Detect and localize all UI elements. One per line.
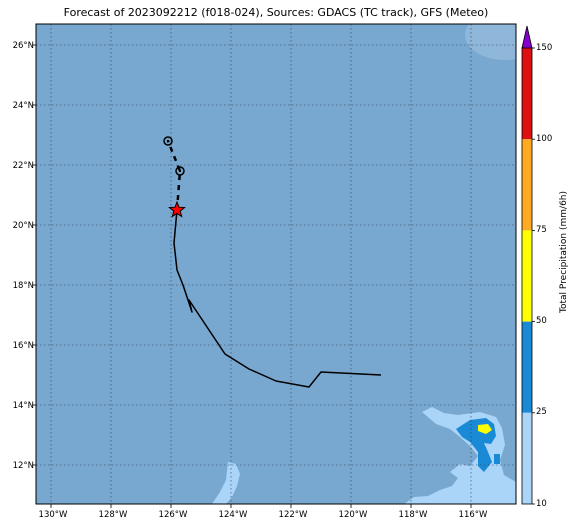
forecast-position-dot [178, 169, 182, 173]
lon-label: 122°W [278, 510, 308, 520]
colorbar-tick-label: 50 [536, 316, 547, 326]
map-title: Forecast of 2023092212 (f018-024), Sourc… [63, 6, 489, 19]
light-haze-area [465, 24, 516, 60]
lon-label: 128°W [98, 510, 128, 520]
ocean-background [36, 24, 516, 504]
forecast-position-markers [163, 136, 185, 176]
colorbar-tick-label: 150 [536, 43, 553, 53]
precip-area-light-blob [490, 486, 506, 498]
current-position-star-marker [168, 200, 186, 218]
gridlines [36, 24, 516, 504]
colorbar-extend-arrow [521, 25, 533, 49]
colorbar-segment-50-75 [522, 230, 532, 322]
colorbar-segment-75-100 [522, 139, 532, 231]
colorbar-tick-label: 100 [536, 134, 553, 144]
precip-area-yellow [478, 424, 492, 434]
lat-label: 18°N [12, 281, 34, 291]
colorbar-segment-10-25 [522, 412, 532, 504]
colorbar-tick-label: 75 [536, 225, 547, 235]
colorbar-segment-100-150 [522, 48, 532, 140]
lat-label: 26°N [12, 41, 34, 51]
precip-area-light-small [212, 462, 240, 504]
lat-label: 16°N [12, 341, 34, 351]
lat-label: 20°N [12, 221, 34, 231]
forecast-position-circle [163, 136, 173, 146]
lon-label: 124°W [218, 510, 248, 520]
latitude-ticks [32, 44, 36, 466]
colorbar [521, 25, 535, 505]
lon-label: 116°W [458, 510, 488, 520]
colorbar-label: Total Precipitation (mm/6h) [559, 190, 569, 313]
lon-label: 126°W [158, 510, 188, 520]
past-track-line [173, 209, 382, 388]
colorbar-tick-label: 25 [536, 407, 547, 417]
lat-label: 12°N [12, 461, 34, 471]
lat-label: 24°N [12, 101, 34, 111]
lat-label: 14°N [12, 401, 34, 411]
colorbar-segment-25-50 [522, 321, 532, 413]
longitude-ticks [50, 504, 472, 508]
forecast-track-line [166, 140, 182, 211]
lat-label: 22°N [12, 161, 34, 171]
precip-area-medium-small [494, 454, 500, 464]
map-frame [35, 23, 517, 505]
lon-label: 118°W [398, 510, 428, 520]
colorbar-tick-label: 10 [536, 499, 547, 509]
forecast-position-circle [175, 166, 185, 176]
colorbar-frame [521, 47, 533, 505]
lon-label: 130°W [38, 510, 68, 520]
forecast-position-dot [166, 139, 170, 143]
lon-label: 120°W [338, 510, 368, 520]
